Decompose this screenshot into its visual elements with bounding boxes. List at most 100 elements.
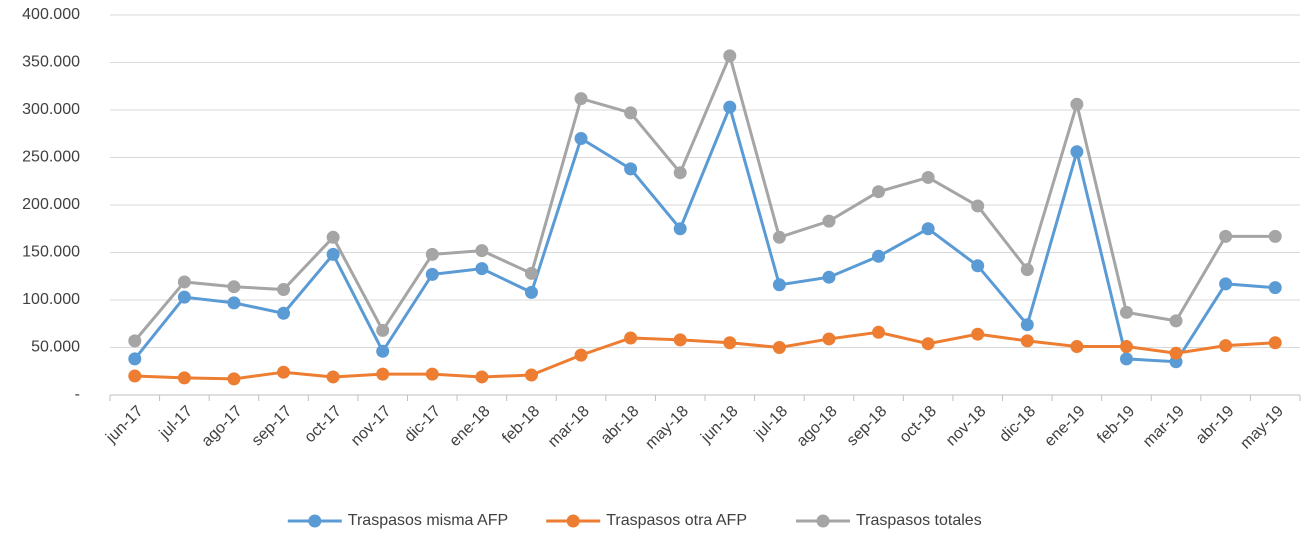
data-point <box>624 331 638 345</box>
data-point <box>128 334 142 348</box>
data-point <box>971 327 985 341</box>
legend-label: Traspasos misma AFP <box>348 512 508 529</box>
data-point <box>574 348 588 362</box>
data-point <box>822 270 836 284</box>
data-point <box>277 306 291 320</box>
data-point <box>326 230 340 244</box>
data-point <box>1268 229 1282 243</box>
data-point <box>574 132 588 145</box>
y-tick-label: 50.000 <box>31 339 80 356</box>
x-tick-label: jul-18 <box>751 403 791 443</box>
legend-marker <box>308 514 322 528</box>
x-tick-label: nov-18 <box>943 403 990 450</box>
data-point <box>772 341 786 354</box>
series-line <box>134 330 1276 381</box>
y-tick-label: - <box>75 386 80 403</box>
x-tick-label: jun-17 <box>102 403 146 447</box>
data-point <box>376 344 390 358</box>
x-tick-label: oct-17 <box>301 403 345 447</box>
data-point <box>673 166 687 180</box>
data-point <box>177 371 191 385</box>
x-tick-label: mar-18 <box>545 403 593 451</box>
data-point <box>1070 340 1084 354</box>
data-point <box>425 367 439 381</box>
data-point <box>376 323 390 337</box>
data-point <box>723 100 737 114</box>
data-point <box>772 278 786 292</box>
data-point <box>772 230 786 244</box>
data-point <box>227 372 241 386</box>
data-point <box>1070 97 1084 111</box>
x-tick-label: feb-18 <box>499 403 543 447</box>
data-point <box>624 106 638 120</box>
data-point <box>1020 334 1034 348</box>
data-point <box>1020 263 1034 277</box>
x-tick-label: abr-18 <box>598 403 643 448</box>
data-point <box>475 370 489 384</box>
data-point <box>723 49 737 63</box>
data-point <box>524 285 538 299</box>
data-point <box>1219 339 1233 353</box>
data-point <box>1119 305 1133 319</box>
x-tick-label: dic-17 <box>401 403 444 446</box>
x-tick-label: abr-19 <box>1193 403 1238 448</box>
data-point <box>326 370 340 384</box>
data-point <box>1219 277 1233 291</box>
data-point <box>425 247 439 261</box>
y-tick-label: 400.000 <box>22 6 80 23</box>
data-point <box>574 92 588 106</box>
legend-label: Traspasos otra AFP <box>606 512 747 529</box>
data-point <box>277 283 291 297</box>
data-point <box>425 267 439 281</box>
x-tick-label: jun-18 <box>697 403 741 447</box>
x-tick-label: ago-17 <box>199 403 246 450</box>
data-point <box>227 296 241 310</box>
data-point <box>1268 281 1282 295</box>
data-point <box>624 162 638 176</box>
y-tick-label: 100.000 <box>22 291 80 308</box>
data-point <box>376 367 390 381</box>
series-line <box>133 51 1276 342</box>
data-point <box>723 336 737 350</box>
data-point <box>921 337 935 351</box>
x-tick-label: dic-18 <box>996 403 1039 446</box>
x-tick-label: mar-19 <box>1140 403 1188 451</box>
y-tick-label: 250.000 <box>22 149 80 166</box>
x-tick-label: feb-19 <box>1094 403 1138 447</box>
data-point <box>1119 352 1133 366</box>
data-point <box>971 259 985 273</box>
x-tick-label: ene-18 <box>446 403 493 450</box>
legend-label: Traspasos totales <box>856 512 982 529</box>
x-tick-label: sep-18 <box>844 403 891 450</box>
data-point <box>1119 340 1133 354</box>
data-point <box>1070 145 1084 159</box>
data-point <box>128 369 142 383</box>
data-point <box>872 325 886 339</box>
data-point <box>128 352 142 366</box>
data-point <box>326 247 340 261</box>
data-point <box>971 199 985 213</box>
data-point <box>1020 318 1034 332</box>
x-tick-label: ago-18 <box>794 403 841 450</box>
data-point <box>1169 314 1183 328</box>
legend-marker <box>816 514 830 528</box>
x-tick-label: jul-17 <box>156 403 196 443</box>
x-tick-label: may-19 <box>1237 403 1287 453</box>
data-point <box>227 280 241 294</box>
data-point <box>1268 336 1282 350</box>
y-tick-label: 300.000 <box>22 101 80 118</box>
y-tick-label: 350.000 <box>22 54 80 71</box>
data-point <box>1169 346 1183 360</box>
x-tick-label: ene-19 <box>1041 403 1088 450</box>
data-point <box>177 290 191 304</box>
y-tick-label: 200.000 <box>22 196 80 213</box>
data-point <box>524 266 538 280</box>
data-point <box>673 333 687 347</box>
data-point <box>921 222 935 236</box>
data-point <box>1219 229 1233 243</box>
data-point <box>921 170 935 184</box>
data-point <box>475 262 489 276</box>
x-tick-label: oct-18 <box>896 403 940 447</box>
data-point <box>177 275 191 289</box>
